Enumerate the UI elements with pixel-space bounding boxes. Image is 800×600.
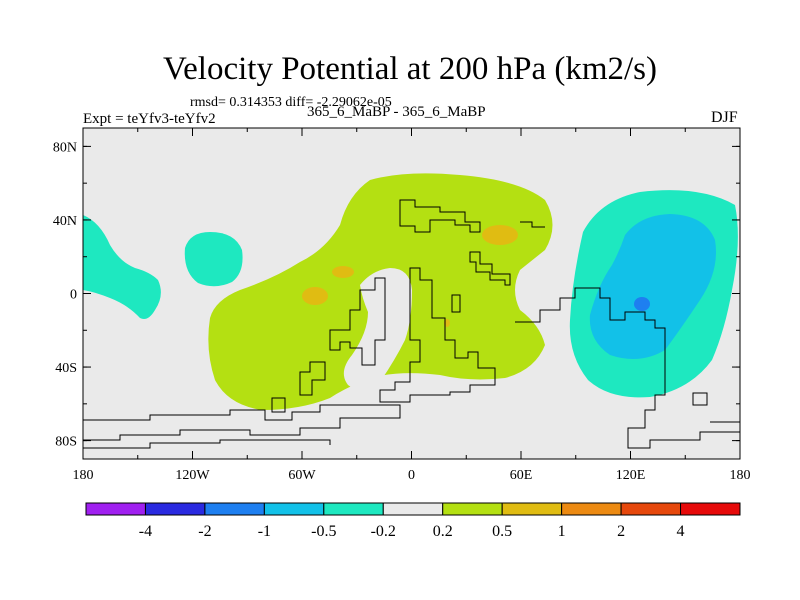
x-tick-label: 60W	[288, 468, 316, 483]
colorbar-swatch	[620, 502, 682, 516]
region-positive-blob-3	[332, 266, 354, 278]
colorbar-swatch	[204, 502, 265, 516]
region-positive-blob-1	[482, 225, 518, 245]
colorbar-label: -0.5	[311, 523, 336, 540]
colorbar-label: -2	[198, 523, 211, 540]
colorbar-swatch	[85, 502, 146, 516]
x-tick-label: 180	[730, 468, 751, 483]
colorbar-label: -0.2	[371, 523, 396, 540]
x-tick-label: 120W	[175, 468, 210, 483]
region-negative-core	[634, 297, 650, 311]
colorbar-label: 2	[617, 523, 625, 540]
region-negative-west-edge	[83, 215, 161, 319]
chart-title: Velocity Potential at 200 hPa (km2/s)	[162, 51, 658, 87]
colorbar-label: 0.5	[492, 523, 512, 540]
region-hole	[343, 268, 412, 390]
y-tick-label: 40N	[53, 214, 77, 229]
colorbar-label: -4	[139, 523, 152, 540]
colorbar-swatch	[323, 502, 384, 516]
region-negative-east-inner	[589, 214, 716, 359]
land-outlines	[83, 199, 740, 449]
y-tick-label: 80S	[55, 435, 77, 450]
colorbar-swatch	[263, 502, 325, 516]
axes: 180 120W 60W 0 60E 120E 180 80N 40N 0 40S 80S	[53, 128, 751, 483]
case-label: 365_6_MaBP - 365_6_MaBP	[307, 104, 486, 120]
colorbar-swatch	[442, 502, 503, 516]
colorbar-swatch	[144, 502, 206, 516]
x-tick-label: 120E	[616, 468, 646, 483]
colorbar-label: -1	[258, 523, 271, 540]
colorbar-swatch	[382, 502, 444, 516]
region-negative-north-pacific	[184, 232, 243, 287]
colorbar-label: 0.2	[433, 523, 453, 540]
colorbar: -4 -2 -1 -0.5 -0.2 0.2 0.5 1 2 4	[85, 502, 741, 540]
season-label: DJF	[711, 109, 738, 126]
colorbar-swatch	[680, 502, 741, 516]
x-tick-label: 60E	[510, 468, 533, 483]
colorbar-label: 1	[558, 523, 566, 540]
y-tick-label: 0	[70, 288, 77, 303]
stats-label: rmsd= 0.314353 diff= -2.29062e-05	[190, 95, 392, 110]
y-tick-label: 80N	[53, 140, 77, 155]
colorbar-swatch	[561, 502, 622, 516]
experiment-label: Expt = teYfv3-teYfv2	[83, 111, 216, 127]
colorbar-label: 4	[677, 523, 685, 540]
colorbar-swatch	[501, 502, 563, 516]
x-tick-label: 0	[408, 468, 415, 483]
x-tick-label: 180	[73, 468, 94, 483]
region-positive-blob-2	[302, 287, 328, 305]
y-tick-label: 40S	[55, 361, 77, 376]
